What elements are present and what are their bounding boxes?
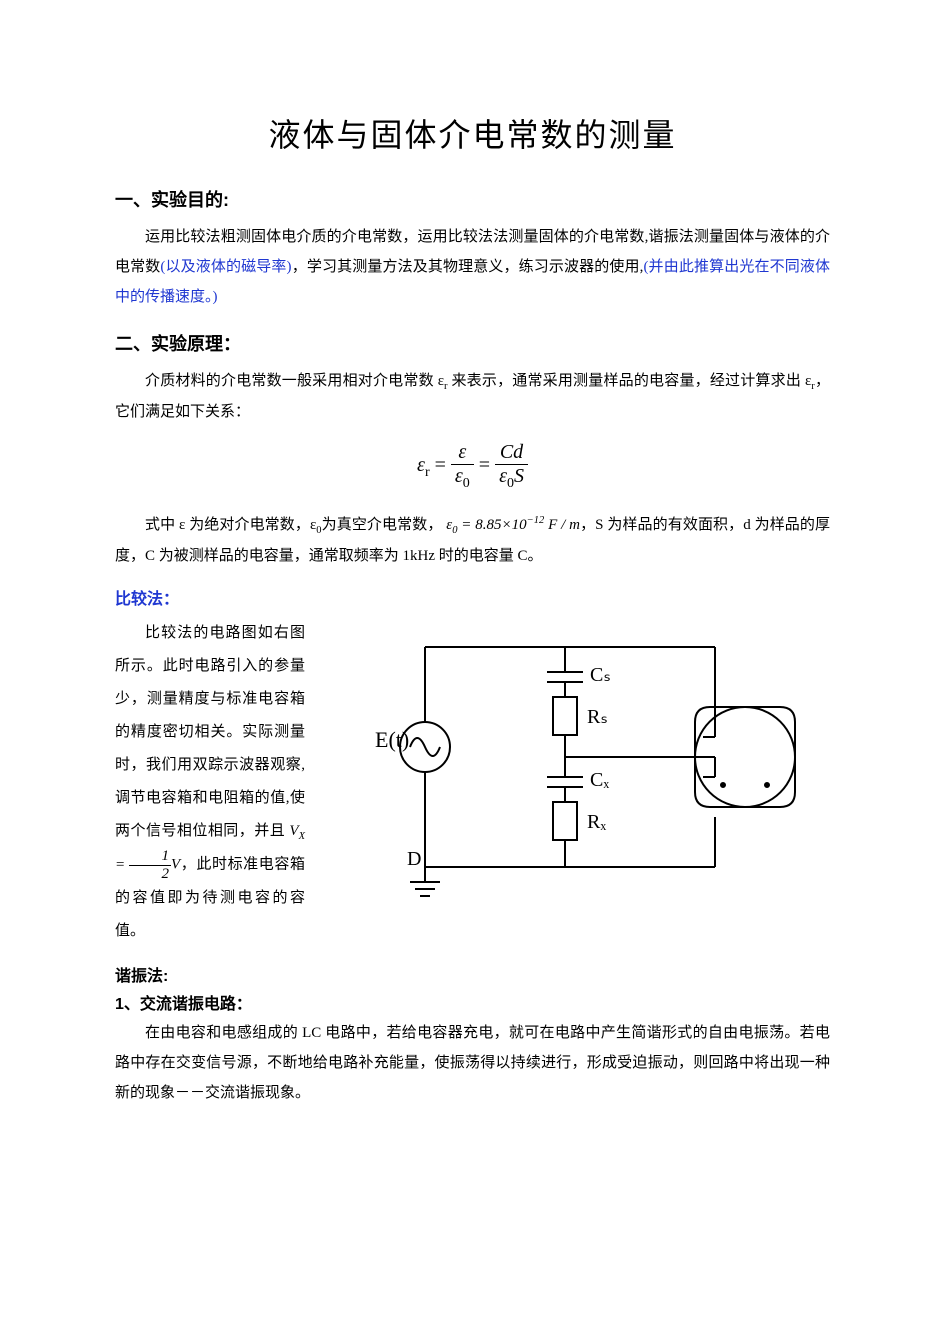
document-page: 液体与固体介电常数的测量 一、实验目的: 运用比较法粗测固体电介质的介电常数，运…	[0, 0, 945, 1182]
eps0-expr: ε0 = 8.85×10−12 F / m	[446, 517, 580, 533]
s2p1-b: 来表示，通常采用测量样品的电容量，经过计算求出 ε	[451, 373, 811, 389]
section-2-p1: 介质材料的介电常数一般采用相对介电常数 εr 来表示，通常采用测量样品的电容量，…	[115, 366, 830, 427]
main-formula: εr = ε ε0 = Cd ε0S	[115, 441, 830, 492]
frac2-d: ε0S	[495, 465, 528, 492]
compare-body-a-wrap: 比较法的电路图如右图所示。此时电路引入的参量少，测量精度与标准电容箱的精度密切相…	[115, 617, 305, 948]
label-cs: Cₛ	[590, 664, 611, 686]
eq-1: =	[435, 454, 451, 476]
label-et: E(t)	[375, 727, 409, 752]
section-2-p2: 式中 ε 为绝对介电常数，ε0为真空介电常数， ε0 = 8.85×10−12 …	[115, 510, 830, 571]
vx-v: V	[289, 823, 298, 839]
label-rx: Rₓ	[587, 811, 606, 833]
section-1-body: 运用比较法粗测固体电介质的介电常数，运用比较法法测量固体的介电常数,谐振法测量固…	[115, 222, 830, 312]
circuit-figure: E(t) D Cₛ Rₛ Cₓ Rₓ	[325, 617, 830, 917]
frac-2: Cd ε0S	[495, 441, 528, 492]
compare-text: 比较法的电路图如右图所示。此时电路引入的参量少，测量精度与标准电容箱的精度密切相…	[115, 617, 305, 948]
frac1-d-sym: ε	[455, 465, 463, 487]
label-cx: Cₓ	[590, 769, 609, 791]
frac-1: ε ε0	[451, 441, 474, 492]
circuit-svg: E(t) D Cₛ Rₛ Cₓ Rₓ	[325, 617, 815, 917]
vx-rhs: V	[171, 857, 180, 873]
resonance-sub: 1、交流谐振电路：	[115, 990, 830, 1014]
eps0-unit: F / m	[544, 517, 580, 533]
s1-text-b: ，学习其测量方法及其物理意义，练习示波器的使用,	[292, 259, 644, 275]
frac2-d-b: S	[514, 465, 524, 487]
formula-lhs: εr	[417, 454, 430, 476]
s2p2-b: 为真空介电常数，	[322, 517, 443, 533]
eps0-val: = 8.85×10	[457, 517, 526, 533]
eps0-exp: −12	[527, 515, 545, 526]
frac2-n: Cd	[495, 441, 528, 465]
section-2-head: 二、实验原理：	[115, 330, 830, 356]
label-rs: Rₛ	[587, 706, 608, 728]
s2p2-a: 式中 ε 为绝对介电常数，ε	[145, 517, 316, 533]
vx-d: 2	[129, 866, 171, 883]
vx-n: 1	[129, 848, 171, 866]
eq-2: =	[479, 454, 495, 476]
compare-head: 比较法：	[115, 585, 830, 609]
frac1-n: ε	[451, 441, 474, 465]
sub-r-1: r	[444, 381, 448, 392]
f-sub-r: r	[425, 465, 430, 480]
resonance-head: 谐振法:	[115, 962, 830, 986]
frac1-d-sub: 0	[463, 476, 470, 491]
page-title: 液体与固体介电常数的测量	[115, 110, 830, 156]
frac2-d-a: ε	[499, 465, 507, 487]
s2p1-a: 介质材料的介电常数一般采用相对介电常数 ε	[145, 373, 444, 389]
compare-row: 比较法的电路图如右图所示。此时电路引入的参量少，测量精度与标准电容箱的精度密切相…	[115, 617, 830, 948]
f-eps: ε	[417, 454, 425, 476]
s1-blue-1: (以及液体的磁导率)	[160, 259, 291, 275]
resonance-p1: 在由电容和电感组成的 LC 电路中，若给电容器充电，就可在电路中产生简谐形式的自…	[115, 1018, 830, 1108]
label-d: D	[407, 848, 421, 870]
compare-body-a: 比较法的电路图如右图所示。此时电路引入的参量少，测量精度与标准电容箱的精度密切相…	[115, 625, 305, 839]
vx-sub: X	[299, 831, 305, 842]
section-1-head: 一、实验目的:	[115, 186, 830, 212]
vx-frac: 1 2	[129, 848, 171, 882]
frac2-d-sub: 0	[507, 476, 514, 491]
frac1-d: ε0	[451, 465, 474, 492]
